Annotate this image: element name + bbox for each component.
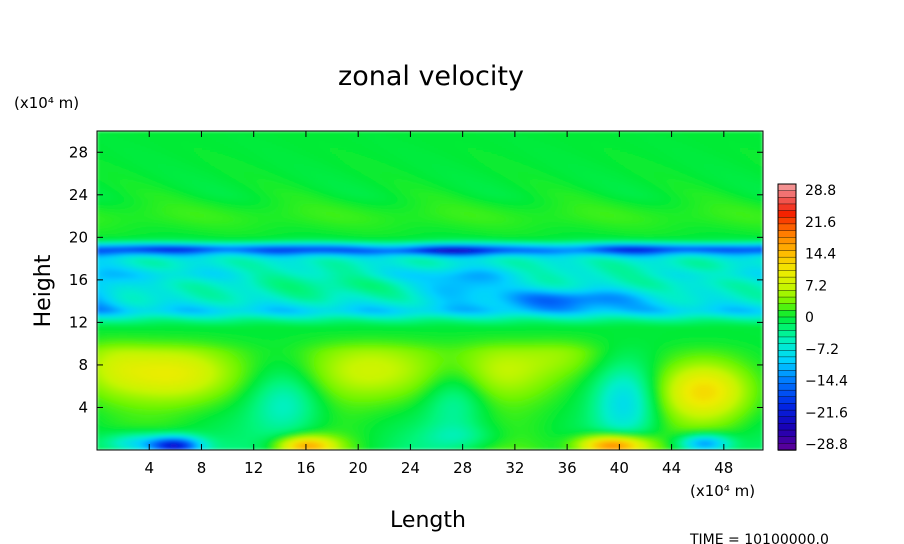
colorbar-tick-label: −21.6 bbox=[805, 405, 848, 421]
colorbar-segment bbox=[777, 416, 797, 425]
x-tick-label: 44 bbox=[662, 459, 681, 477]
chart-title: zonal velocity bbox=[338, 61, 524, 92]
colorbar-tick-label: −14.4 bbox=[805, 374, 848, 390]
colorbar-segment bbox=[777, 256, 797, 265]
plot-frame bbox=[96, 130, 764, 451]
colorbar-segment bbox=[777, 223, 797, 232]
x-tick-label: 36 bbox=[558, 459, 577, 477]
colorbar-segment bbox=[777, 436, 797, 445]
colorbar-segment bbox=[777, 403, 797, 411]
x-tick-label: 24 bbox=[401, 459, 420, 477]
colorbar-segment bbox=[777, 296, 797, 305]
x-axis-unit: (x10⁴ m) bbox=[690, 482, 755, 500]
colorbar-segment bbox=[777, 350, 797, 358]
colorbar-tick-label: −7.2 bbox=[805, 342, 839, 358]
colorbar-segment bbox=[777, 243, 797, 252]
x-tick-label: 4 bbox=[144, 459, 154, 477]
colorbar-segment bbox=[777, 210, 797, 218]
colorbar-segment bbox=[777, 197, 797, 205]
x-tick-label: 32 bbox=[505, 459, 524, 477]
colorbar-tick-label: 28.8 bbox=[805, 183, 836, 199]
y-tick-label: 16 bbox=[69, 271, 88, 289]
x-tick-label: 16 bbox=[296, 459, 315, 477]
colorbar-segment bbox=[777, 330, 797, 338]
colorbar-segment bbox=[777, 217, 797, 225]
colorbar-segment bbox=[777, 230, 797, 238]
colorbar-segment bbox=[777, 376, 797, 385]
colorbar-segment bbox=[777, 183, 797, 192]
colorbar-segment bbox=[777, 323, 797, 331]
colorbar-tick-label: 0 bbox=[805, 310, 814, 326]
colorbar-segment bbox=[777, 236, 797, 245]
x-tick-label: 12 bbox=[244, 459, 263, 477]
y-tick-label: 12 bbox=[69, 313, 88, 331]
colorbar-segment bbox=[777, 409, 797, 418]
colorbar-segment bbox=[777, 370, 797, 378]
x-tick-label: 8 bbox=[197, 459, 207, 477]
colorbar-segment bbox=[777, 290, 797, 298]
colorbar-segment bbox=[777, 429, 797, 438]
colorbar: 28.8 21.6 14.4 7.2 0 −7.2 −14.4 −21.6 −28.8 bbox=[777, 183, 848, 453]
y-tick-label: 4 bbox=[78, 398, 88, 416]
colorbar-segment bbox=[777, 356, 797, 365]
colorbar-tick-label: −28.8 bbox=[805, 437, 848, 453]
colorbar-segment bbox=[777, 263, 797, 272]
x-tick-label: 28 bbox=[453, 459, 472, 477]
colorbar-segment bbox=[777, 203, 797, 212]
colorbar-tick-label: 7.2 bbox=[805, 278, 827, 294]
y-axis-unit: (x10⁴ m) bbox=[14, 94, 79, 112]
time-label: TIME = 10100000.0 bbox=[689, 532, 829, 544]
velocity-field-image bbox=[97, 131, 763, 450]
colorbar-segment bbox=[777, 396, 797, 405]
colorbar-segment bbox=[777, 389, 797, 398]
x-tick-label: 20 bbox=[349, 459, 368, 477]
colorbar-segment bbox=[777, 276, 797, 285]
x-axis-title: Length bbox=[390, 508, 466, 533]
colorbar-tick-label: 21.6 bbox=[805, 215, 836, 231]
colorbar-segment bbox=[777, 303, 797, 312]
colorbar-frame bbox=[777, 183, 797, 451]
colorbar-segment bbox=[777, 343, 797, 351]
x-axis-ticks: 4 8 12 16 20 24 28 32 36 40 44 48 bbox=[144, 131, 733, 477]
colorbar-segment bbox=[777, 250, 797, 258]
y-axis-title: Height bbox=[31, 254, 56, 327]
colorbar-segment bbox=[777, 363, 797, 371]
x-tick-label: 48 bbox=[714, 459, 733, 477]
colorbar-segment bbox=[777, 383, 797, 391]
colorbar-segment bbox=[777, 310, 797, 318]
y-tick-label: 8 bbox=[78, 356, 88, 374]
colorbar-segment bbox=[777, 283, 797, 292]
y-tick-label: 28 bbox=[69, 143, 88, 161]
y-axis-ticks: 4 8 12 16 20 24 28 bbox=[69, 143, 763, 416]
colorbar-segment bbox=[777, 316, 797, 325]
x-tick-label: 40 bbox=[610, 459, 629, 477]
colorbar-segment bbox=[777, 423, 797, 431]
colorbar-segment bbox=[777, 190, 797, 198]
velocity-field bbox=[97, 131, 763, 450]
colorbar-segment bbox=[777, 270, 797, 278]
y-tick-label: 20 bbox=[69, 228, 88, 246]
colorbar-tick-label: 14.4 bbox=[805, 247, 836, 263]
colorbar-segment bbox=[777, 443, 797, 451]
colorbar-segment bbox=[777, 336, 797, 345]
y-tick-label: 24 bbox=[69, 186, 88, 204]
